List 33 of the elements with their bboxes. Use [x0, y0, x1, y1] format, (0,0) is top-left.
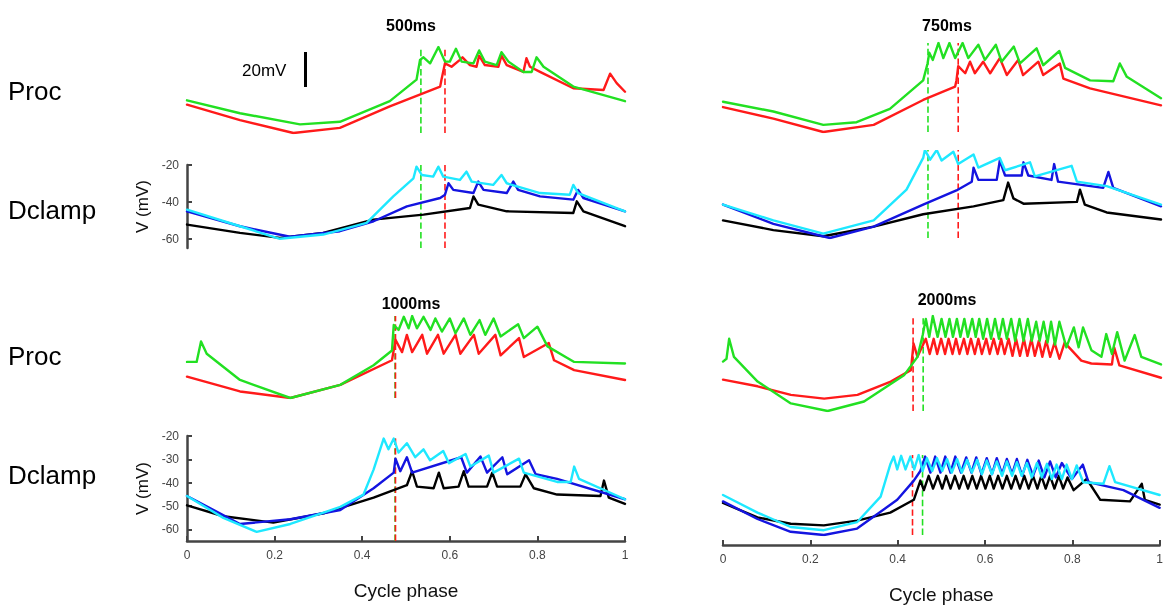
y-tick-label: -30 [161, 452, 180, 467]
y-axis-title: V (mV) [132, 462, 152, 515]
text: Dclamp [8, 195, 97, 225]
x-tick-label: 0 [183, 548, 191, 562]
y-axis-title: V (mV) [132, 180, 152, 233]
text: Dclamp [8, 460, 97, 490]
chart-title: 500ms [386, 16, 437, 34]
x-tick-label: 0.4 [889, 552, 907, 566]
y-tick-label: -60 [161, 231, 180, 246]
y-tick-label: -20 [161, 429, 180, 443]
x-tick-label: 0.8 [1063, 552, 1081, 566]
chart-title: 2000ms [917, 290, 977, 308]
x-tick-label: 1 [621, 548, 629, 562]
x-tick-label: 0.2 [266, 548, 284, 562]
x-tick-label: 0.6 [976, 552, 994, 566]
y-tick-label: -40 [161, 194, 180, 209]
x-axis-title: Cycle phase [353, 580, 459, 601]
x-tick-label: 0.4 [353, 548, 371, 562]
x-axis-title: Cycle phase [889, 584, 994, 605]
x-tick-label: 0 [719, 552, 727, 566]
x-tick-label: 0.6 [441, 548, 459, 562]
x-tick-label: 0.2 [801, 552, 819, 566]
x-tick-label: 0.8 [529, 548, 547, 562]
y-tick-label: -50 [161, 499, 180, 513]
text: Proc [8, 76, 62, 106]
chart-title: 1000ms [381, 294, 441, 312]
annotation: 20mV [242, 61, 288, 80]
text: Proc [8, 341, 62, 371]
y-tick-label: -40 [161, 475, 180, 490]
chart-title: 750ms [922, 16, 973, 34]
x-tick-label: 1 [1156, 552, 1164, 566]
y-tick-label: -20 [161, 158, 180, 172]
y-tick-label: -60 [161, 522, 180, 537]
